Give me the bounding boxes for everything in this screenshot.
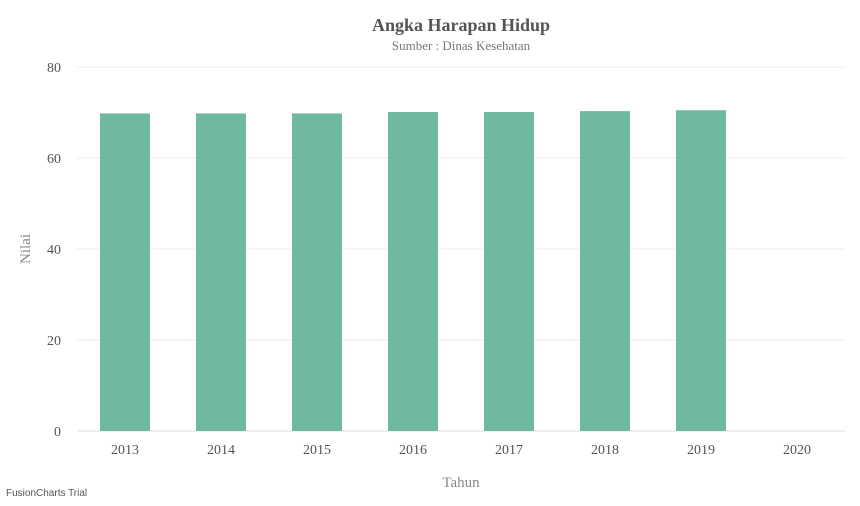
bars (100, 110, 726, 432)
bar-2015[interactable] (292, 113, 342, 431)
x-tick-label: 2015 (303, 443, 331, 458)
watermark: FusionCharts Trial (6, 488, 88, 499)
chart-subtitle: Sumber : Dinas Kesehatan (392, 38, 531, 53)
bar-2019[interactable] (676, 110, 726, 431)
x-tick-label: 2020 (783, 443, 811, 458)
x-tick-label: 2014 (207, 443, 235, 458)
y-tick-label: 40 (47, 243, 61, 258)
bar-2014[interactable] (196, 113, 246, 431)
y-tick-label: 20 (47, 334, 61, 349)
y-tick-label: 0 (54, 425, 61, 440)
x-tick-label: 2016 (399, 443, 427, 458)
bar-2013[interactable] (100, 113, 150, 431)
x-tick-label: 2019 (687, 443, 715, 458)
x-tick-label: 2013 (111, 443, 139, 458)
y-axis-ticks: 0 20 40 60 80 (47, 61, 61, 440)
y-tick-label: 60 (47, 152, 61, 167)
x-axis-label: Tahun (442, 475, 480, 491)
bar-2018[interactable] (580, 111, 630, 431)
gridlines (77, 66, 845, 432)
bar-2017[interactable] (484, 112, 534, 432)
chart-title: Angka Harapan Hidup (372, 15, 550, 35)
y-axis-label: Nilai (18, 234, 34, 264)
bar-2016[interactable] (388, 112, 438, 432)
x-tick-label: 2018 (591, 443, 619, 458)
y-tick-label: 80 (47, 61, 61, 76)
x-tick-label: 2017 (495, 443, 523, 458)
x-axis-ticks: 2013 2014 2015 2016 2017 2018 2019 2020 (111, 443, 811, 458)
